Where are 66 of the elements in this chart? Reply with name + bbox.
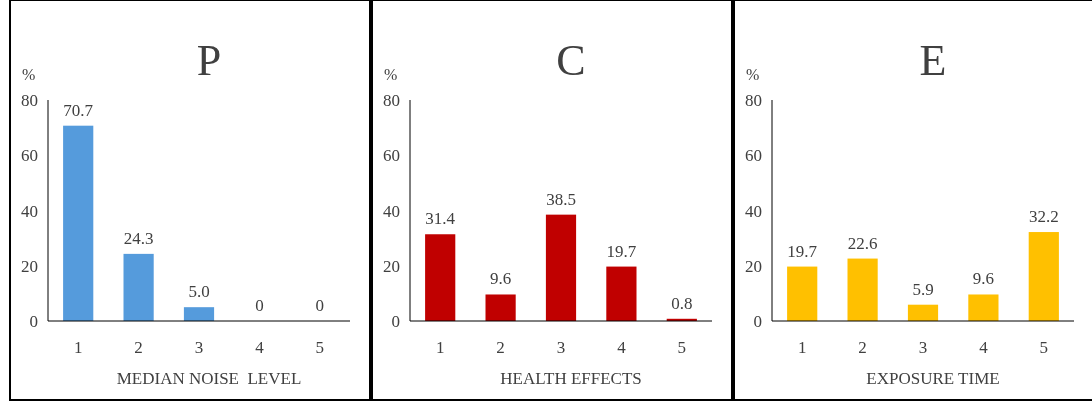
y-tick-label: 80 (745, 91, 762, 110)
bar (847, 258, 878, 321)
y-tick-label: 60 (383, 146, 400, 166)
bar (1028, 232, 1059, 321)
data-label: 70.7 (63, 100, 94, 120)
x-tick-label: 5 (315, 338, 325, 357)
y-axis-title: % (22, 66, 36, 83)
x-tick-label: 5 (1039, 338, 1049, 357)
bar (606, 266, 637, 321)
x-tick-label: 1 (797, 338, 807, 357)
data-label: 0 (255, 296, 264, 315)
data-label: 19.7 (606, 241, 637, 261)
y-tick-label: 20 (21, 256, 38, 276)
x-tick-label: 3 (918, 338, 928, 357)
chart-title: P (196, 36, 222, 85)
y-axis-title: % (746, 66, 760, 83)
y-tick-label: 40 (745, 201, 762, 221)
bar (183, 307, 215, 321)
y-tick-label: 0 (753, 312, 762, 331)
y-tick-label: 0 (391, 312, 400, 331)
y-tick-label: 0 (29, 312, 38, 331)
data-label: 22.6 (847, 233, 878, 253)
x-tick-label: 3 (194, 338, 204, 357)
x-tick-label: 4 (617, 338, 627, 357)
bar (545, 214, 577, 321)
data-label: 9.6 (489, 269, 512, 289)
x-tick-label: 2 (858, 338, 867, 357)
y-axis-title: % (384, 66, 398, 83)
y-tick-label: 20 (745, 256, 762, 276)
y-tick-label: 20 (383, 256, 400, 276)
y-tick-label: 40 (21, 201, 38, 221)
data-label: 31.4 (425, 209, 456, 229)
x-axis-title: MEDIAN NOISE LEVEL (116, 369, 302, 388)
y-tick-label: 80 (21, 91, 38, 110)
y-tick-label: 60 (21, 146, 38, 166)
bar (123, 253, 154, 321)
chart-title: E (919, 36, 947, 85)
x-tick-label: 4 (979, 338, 989, 357)
x-tick-label: 3 (556, 338, 566, 357)
bar (485, 294, 516, 321)
data-label: 0 (315, 296, 325, 315)
x-tick-label: 2 (134, 338, 143, 357)
x-tick-label: 1 (73, 338, 83, 357)
data-label: 5.0 (188, 282, 210, 302)
x-tick-label: 2 (496, 338, 505, 357)
bar (907, 304, 939, 321)
chart-title: C (556, 36, 586, 85)
y-tick-label: 60 (745, 146, 762, 166)
data-label: 5.9 (912, 279, 934, 299)
bar (63, 125, 94, 321)
data-label: 9.6 (972, 269, 995, 289)
bar (787, 266, 818, 321)
x-axis-title: HEALTH EFFECTS (500, 369, 642, 388)
data-label: 38.5 (546, 189, 576, 209)
data-label: 19.7 (787, 241, 818, 261)
y-tick-label: 80 (383, 91, 400, 110)
data-label: 0.8 (671, 293, 693, 313)
y-tick-label: 40 (383, 201, 400, 221)
data-label: 32.2 (1028, 207, 1059, 227)
bar (425, 234, 456, 321)
x-axis-title: EXPOSURE TIME (866, 369, 1000, 388)
bar (968, 294, 999, 321)
data-label: 24.3 (123, 228, 154, 248)
x-tick-label: 4 (255, 338, 265, 357)
x-tick-label: 1 (435, 338, 445, 357)
x-tick-label: 5 (677, 338, 687, 357)
